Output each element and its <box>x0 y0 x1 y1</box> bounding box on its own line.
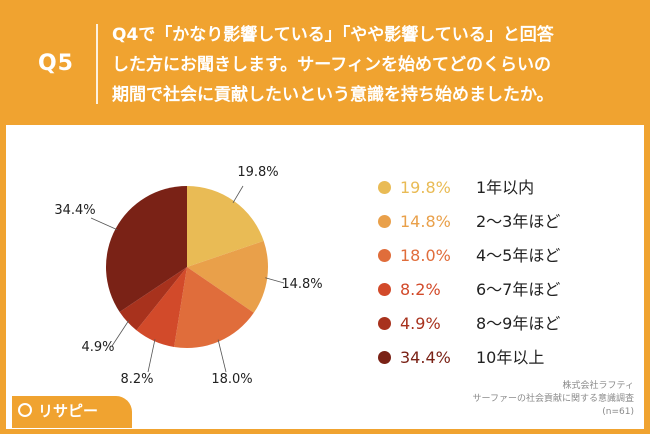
question-number-badge: Q5 <box>37 51 74 76</box>
legend-swatch <box>378 317 391 330</box>
source-sample-size: (n=61) <box>602 407 634 417</box>
legend-value: 8.2% <box>400 280 441 299</box>
legend-label: 1年以内 <box>476 178 535 197</box>
leader-line <box>217 339 227 373</box>
slice-label: 4.9% <box>81 340 114 355</box>
pie-slice <box>187 186 264 267</box>
legend-item: 8.2% 6〜7年ほど <box>378 278 618 304</box>
slice-label: 14.8% <box>281 277 322 292</box>
legend-value: 34.4% <box>400 348 451 367</box>
source-survey: サーファーの社会貢献に関する意識調査 <box>472 394 634 404</box>
legend-swatch <box>378 283 391 296</box>
question-line: 期間で社会に貢献したいという意識を持ち始めましたか。 <box>112 85 554 105</box>
source-note: 株式会社ラフティ サーファーの社会貢献に関する意識調査 (n=61) <box>473 380 634 419</box>
legend-value: 4.9% <box>400 314 441 333</box>
logo-text: リサピー <box>38 402 99 420</box>
leader-line <box>265 277 285 284</box>
question-line: した方にお聞きします。サーフィンを始めてどのくらいの <box>112 55 551 75</box>
legend-value: 19.8% <box>400 178 451 197</box>
brand-logo: リサピー <box>12 396 132 428</box>
source-company: 株式会社ラフティ <box>562 381 634 391</box>
pie-slice <box>187 240 268 313</box>
legend-item: 4.9% 8〜9年ほど <box>378 312 618 338</box>
legend-label: 10年以上 <box>476 348 545 367</box>
legend-label: 6〜7年ほど <box>476 280 561 299</box>
legend-label: 2〜3年ほど <box>476 212 561 231</box>
leader-line <box>147 339 156 373</box>
legend-item: 18.0% 4〜5年ほど <box>378 244 618 270</box>
legend-swatch <box>378 351 391 364</box>
question-line: Q4で「かなり影響している」「やや影響している」と回答 <box>112 25 554 45</box>
legend-swatch <box>378 249 391 262</box>
legend-item: 34.4% 10年以上 <box>378 346 618 372</box>
slice-label: 18.0% <box>211 372 252 387</box>
header-divider <box>96 24 98 104</box>
slice-label: 34.4% <box>54 203 95 218</box>
slice-label: 19.8% <box>237 165 278 180</box>
pie-slice <box>119 267 187 331</box>
leader-line <box>232 185 244 204</box>
leader-line <box>90 217 118 231</box>
pie-slice <box>136 267 187 347</box>
legend-swatch <box>378 181 391 194</box>
pie-slice <box>174 267 254 348</box>
slice-label: 8.2% <box>120 372 153 387</box>
leader-line <box>111 320 130 347</box>
legend-value: 18.0% <box>400 246 451 265</box>
question-text: Q4で「かなり影響している」「やや影響している」と回答 した方にお聞きします。サ… <box>112 20 632 110</box>
legend-swatch <box>378 215 391 228</box>
logo-icon <box>18 403 32 417</box>
pie-slice <box>105 186 187 312</box>
legend-value: 14.8% <box>400 212 451 231</box>
legend-item: 14.8% 2〜3年ほど <box>378 210 618 236</box>
legend-item: 19.8% 1年以内 <box>378 176 618 202</box>
legend-label: 8〜9年ほど <box>476 314 561 333</box>
question-header: Q5 Q4で「かなり影響している」「やや影響している」と回答 した方にお聞きしま… <box>0 0 650 120</box>
legend-label: 4〜5年ほど <box>476 246 561 265</box>
